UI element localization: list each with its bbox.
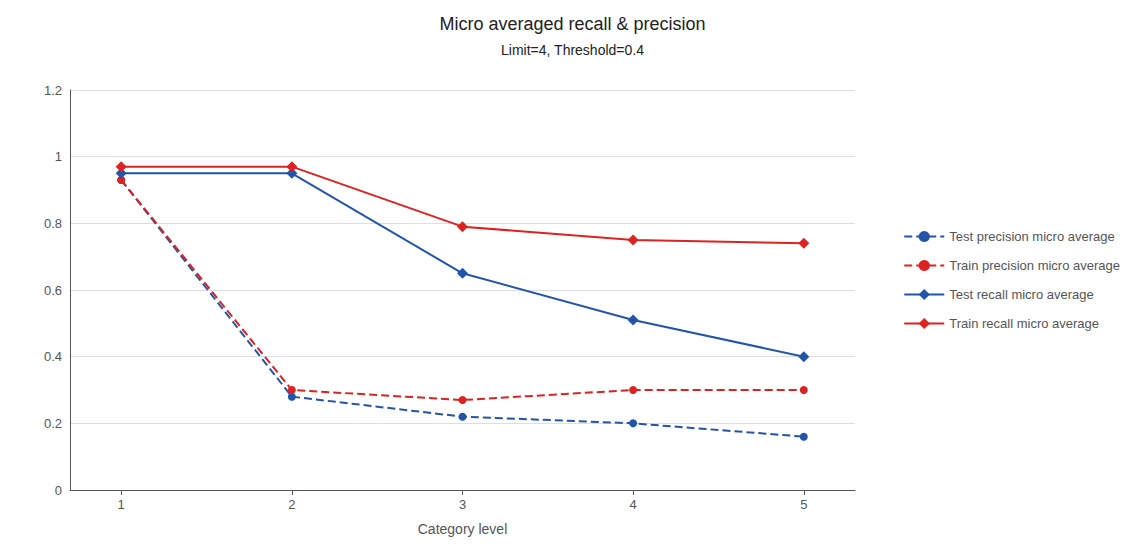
- svg-text:Category level: Category level: [418, 521, 508, 537]
- svg-text:Train precision micro average: Train precision micro average: [949, 258, 1120, 273]
- svg-text:0.2: 0.2: [44, 416, 62, 431]
- svg-text:Micro averaged recall & precis: Micro averaged recall & precision: [439, 14, 705, 34]
- svg-text:1: 1: [55, 149, 62, 164]
- svg-text:Test precision micro average: Test precision micro average: [949, 229, 1114, 244]
- svg-text:3: 3: [459, 497, 466, 512]
- svg-text:0: 0: [55, 483, 62, 498]
- svg-text:4: 4: [630, 497, 637, 512]
- svg-text:5: 5: [800, 497, 807, 512]
- svg-text:0.6: 0.6: [44, 283, 62, 298]
- svg-text:1: 1: [118, 497, 125, 512]
- svg-text:Train recall micro average: Train recall micro average: [949, 316, 1099, 331]
- svg-text:2: 2: [288, 497, 295, 512]
- svg-text:1.2: 1.2: [44, 83, 62, 98]
- svg-text:0.4: 0.4: [44, 349, 62, 364]
- svg-text:Test recall micro average: Test recall micro average: [949, 287, 1094, 302]
- svg-text:0.8: 0.8: [44, 216, 62, 231]
- svg-text:Limit=4, Threshold=0.4: Limit=4, Threshold=0.4: [501, 42, 644, 58]
